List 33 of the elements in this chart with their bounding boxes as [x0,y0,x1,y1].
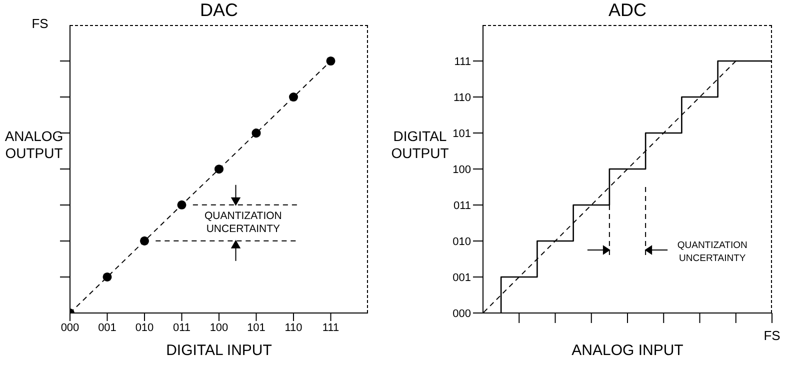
y-tick-label: 101 [452,128,471,140]
y-axis-title: ANALOG OUTPUT [4,128,64,162]
x-tick-label: 010 [135,322,154,334]
x-tick-label: 000 [60,322,80,334]
y-tick-label: 110 [453,92,471,104]
y-tick-label: 011 [453,200,471,212]
x-axis-title: ANALOG INPUT [572,342,684,359]
x-tick-label: 001 [98,322,116,334]
point [140,236,150,246]
y-axis-title: DIGITAL OUTPUT [390,128,450,162]
x-tick-label: 111 [322,322,340,334]
x-tick-label: 011 [172,322,191,334]
point [214,164,224,174]
annotation: QUANTIZATION UNCERTAINTY [676,239,748,266]
x-axis-title: DIGITAL INPUT [166,342,272,359]
text: FS [30,16,50,31]
x-tick-label: 101 [247,322,266,334]
point [326,56,336,66]
point [177,200,186,210]
y-tick-label: 010 [452,236,471,248]
point [252,128,261,138]
y-tick-label: 111 [454,56,471,68]
annotation: QUANTIZATION UNCERTAINTY [204,210,283,236]
text: FS [762,328,782,343]
y-tick-label: 100 [452,164,471,176]
chart-title: DAC [198,0,239,21]
chart-title: ADC [607,0,648,21]
point [102,272,112,282]
y-tick-label: 001 [452,272,471,284]
point [288,92,298,102]
y-tick-label: 000 [452,308,471,320]
x-tick-label: 100 [210,322,228,334]
x-tick-label: 110 [284,322,302,334]
